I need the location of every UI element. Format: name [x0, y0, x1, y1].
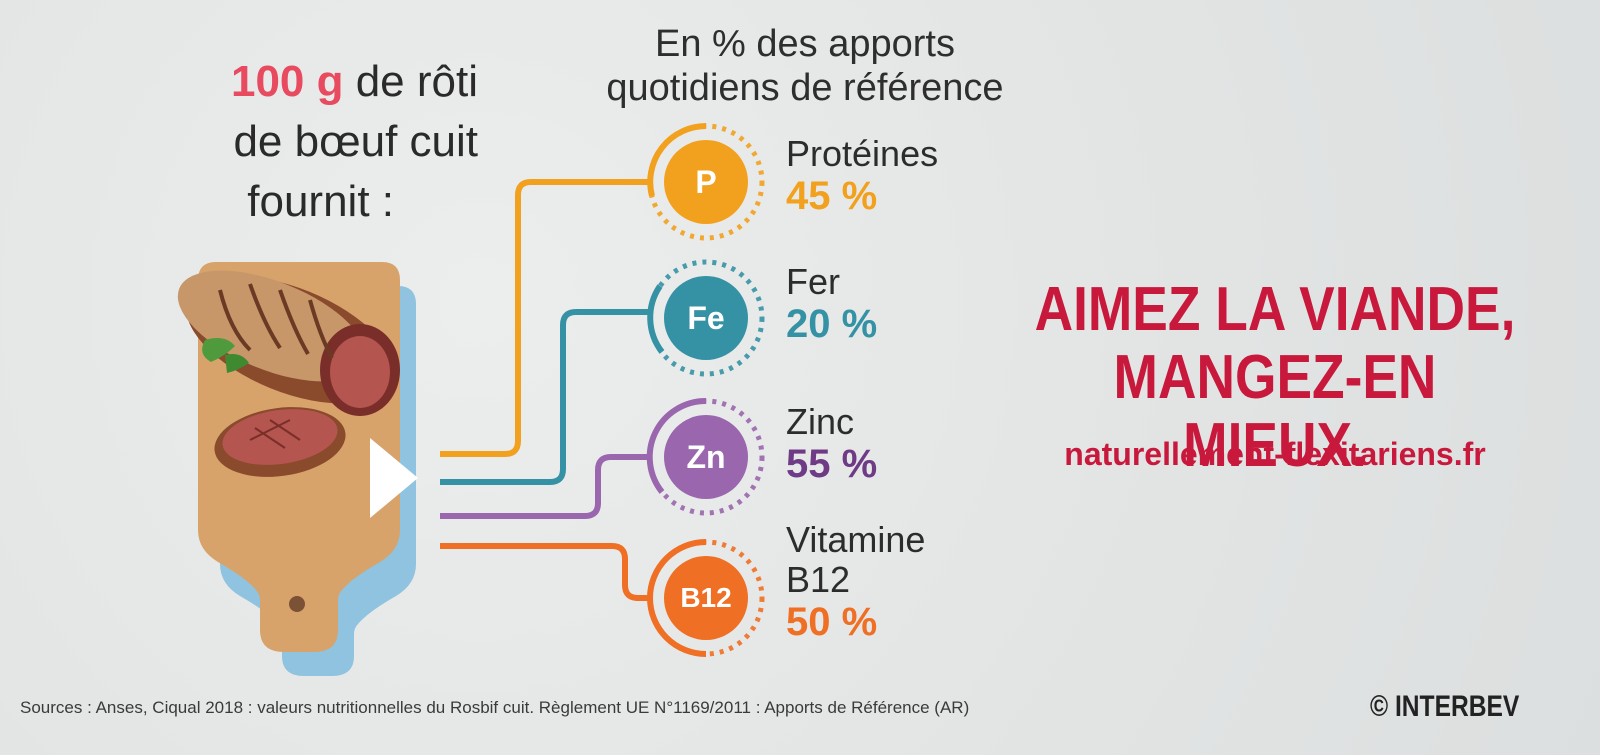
connector-fe	[440, 309, 650, 485]
slogan-line1: AIMEZ LA VIANDE,	[1034, 275, 1516, 344]
badge-p-symbol: P	[695, 163, 717, 200]
connector-p	[440, 179, 650, 457]
headline: 100 g de rôti de bœuf cuit fournit :	[118, 52, 478, 232]
nutrient-fe-name: Fer	[786, 261, 840, 302]
nutrient-b12-name-line2: B12	[786, 559, 851, 600]
nutrient-fe-value: 20 %	[786, 302, 878, 346]
subtitle-line2: quotidiens de référence	[606, 67, 1004, 109]
headline-line3: fournit :	[247, 177, 394, 226]
headline-line2: de bœuf cuit	[233, 117, 478, 166]
badge-zn-symbol: Zn	[686, 438, 726, 475]
slogan: AIMEZ LA VIANDE, MANGEZ-EN MIEUX.	[1021, 276, 1528, 480]
badge-p: P	[664, 140, 748, 224]
ring-p	[647, 123, 765, 241]
badge-b12: B12	[664, 556, 748, 640]
nutrient-p-name: Protéines	[786, 133, 939, 174]
nutrient-b12-name-line1: Vitamine	[786, 519, 926, 560]
website-link[interactable]: naturellement-flexitariens.fr	[1064, 436, 1486, 472]
nutrient-p-value: 45 %	[786, 174, 878, 218]
nutrient-zn-value: 55 %	[786, 442, 878, 486]
nutrient-zn: Zinc 55 %	[786, 401, 878, 487]
copyright: © INTERBEV	[1370, 690, 1520, 723]
nutrient-b12: Vitamine B12 50 %	[786, 519, 926, 645]
ring-fe	[647, 259, 765, 377]
ring-zn	[646, 397, 765, 516]
badge-fe-symbol: Fe	[687, 299, 725, 336]
nutrient-b12-value: 50 %	[786, 600, 878, 644]
badge-fe: Fe	[664, 276, 748, 360]
arrow-icon	[370, 438, 418, 518]
nutrient-zn-name: Zinc	[786, 401, 855, 442]
nutrient-p: Protéines 45 %	[786, 133, 939, 219]
badge-zn: Zn	[664, 415, 748, 499]
slogan-line2: MANGEZ-EN MIEUX.	[1113, 343, 1437, 480]
connector-b12	[440, 543, 650, 601]
headline-line1-rest: de rôti	[343, 57, 478, 106]
badge-b12-symbol: B12	[680, 582, 732, 613]
nutrient-fe: Fer 20 %	[786, 261, 878, 347]
subtitle: En % des apports quotidiens de référence	[520, 22, 1090, 110]
board-hole	[289, 596, 305, 612]
headline-line1: 100 g de rôti	[118, 52, 478, 112]
roast-beef	[177, 270, 400, 416]
connector-zn	[440, 454, 650, 519]
ring-b12	[647, 539, 765, 657]
headline-highlight: 100 g	[230, 57, 344, 106]
sources-note: Sources : Anses, Ciqual 2018 : valeurs n…	[20, 698, 970, 717]
subtitle-line1: En % des apports	[655, 23, 955, 65]
roast-slice	[214, 407, 346, 477]
